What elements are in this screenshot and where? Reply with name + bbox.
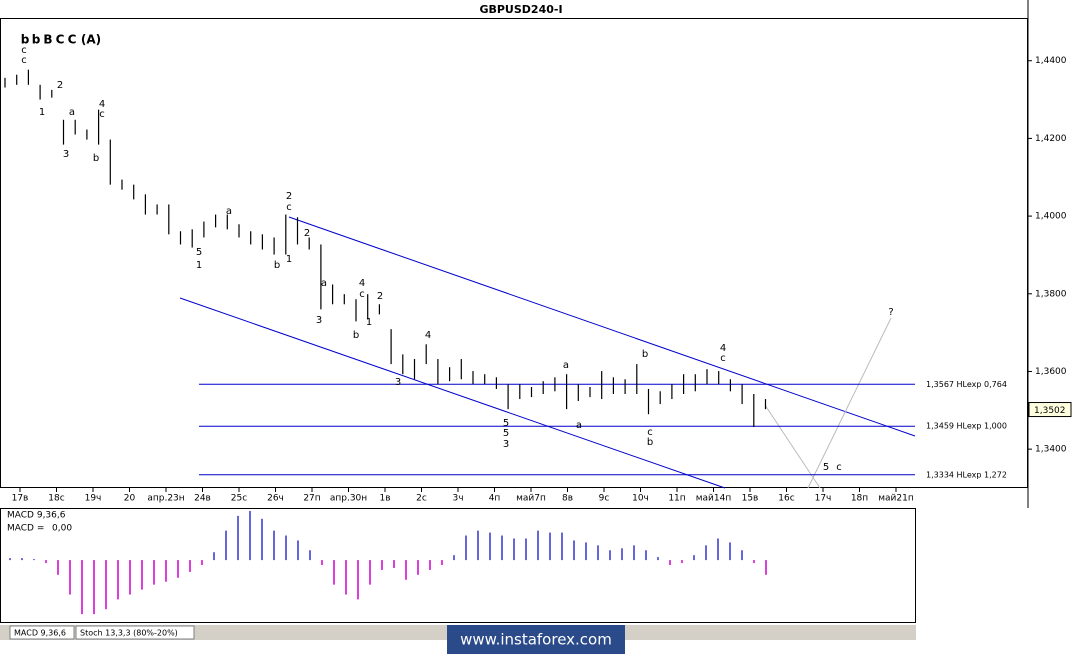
x-tick-label: май14п [696, 494, 732, 504]
wave-label: b [642, 349, 648, 360]
wave-label: c [647, 427, 653, 438]
y-tick-label: 1,3600 [1035, 367, 1067, 377]
wave-label: 2 [57, 80, 63, 91]
level-label: 1,3567 HLexp 0,764 [926, 380, 1007, 389]
wave-legend: B [43, 33, 52, 47]
x-tick-label: 25с [231, 494, 247, 504]
y-tick-label: 1,4000 [1035, 212, 1067, 222]
x-tick-label: 18п [851, 494, 868, 504]
channel-upper [288, 216, 916, 437]
x-tick-label: 10ч [632, 494, 649, 504]
wave-label: c [21, 55, 27, 66]
wave-legend: (A) [81, 33, 101, 47]
macd-readout: MACD = [7, 524, 44, 534]
wave-label: b [647, 437, 653, 448]
wave-label: c [720, 353, 726, 364]
wave-label: c [21, 45, 27, 56]
x-tick-label: май21п [878, 494, 914, 504]
wave-legend: C [68, 33, 77, 47]
projection-down [764, 404, 821, 489]
x-tick-label: 1в [379, 494, 390, 504]
wave-legend: b [21, 33, 30, 47]
x-tick-label: 17ч [815, 494, 832, 504]
x-tick-label: 19ч [85, 494, 102, 504]
wave-label: 4 [359, 278, 365, 289]
y-tick-label: 1,3800 [1035, 289, 1067, 299]
wave-label: 1 [366, 317, 372, 328]
wave-label: ? [888, 307, 893, 318]
x-tick-label: май7п [516, 494, 546, 504]
wave-label: b [93, 153, 99, 164]
wave-label: 4 [720, 343, 726, 354]
wave-label: 5 [823, 462, 829, 473]
macd-title: MACD 9,36,6 [7, 511, 66, 521]
x-tick-label: 9с [599, 494, 610, 504]
wave-label: c [359, 289, 365, 300]
x-tick-label: апр.23н [147, 494, 184, 504]
wave-label: a [563, 360, 569, 371]
indicator-tab-label[interactable]: MACD 9,36,6 [14, 629, 66, 638]
current-price-label: 1,3502 [1034, 406, 1066, 416]
wave-label: b [353, 330, 359, 341]
x-tick-label: 17в [12, 494, 29, 504]
x-tick-label: 16с [778, 494, 794, 504]
x-tick-label: 11п [668, 494, 685, 504]
level-label: 1,3459 HLexp 1,000 [926, 422, 1007, 431]
y-tick-label: 1,4200 [1035, 134, 1067, 144]
wave-label: a [226, 206, 232, 217]
wave-label: 1 [286, 254, 292, 265]
wave-legend: b [32, 33, 41, 47]
wave-label: c [286, 202, 292, 213]
y-tick-label: 1,3400 [1035, 445, 1067, 455]
wave-label: 3 [395, 377, 401, 388]
macd-readout-value: 0,00 [52, 524, 72, 534]
y-tick-label: 1,4400 [1035, 56, 1067, 66]
watermark-box [447, 625, 625, 654]
wave-label: 3 [503, 439, 509, 450]
x-tick-label: 4п [489, 494, 501, 504]
x-tick-label: 18с [48, 494, 64, 504]
wave-label: 5 [196, 247, 202, 258]
x-tick-label: 26ч [267, 494, 284, 504]
chart-layer: b b B C C (A)1,44001,42001,40001,38001,36001,… [4, 33, 1072, 640]
wave-label: a [321, 278, 327, 289]
x-tick-label: 15в [742, 494, 759, 504]
channel-lower [179, 297, 726, 489]
indicator-tab-label[interactable]: Stoch 13,3,3 (80%-20%) [80, 629, 178, 638]
wave-label: 5 [503, 418, 509, 429]
wave-label: 2 [377, 291, 383, 302]
wave-label: 4 [99, 99, 105, 110]
level-label: 1,3334 HLexp 1,272 [926, 470, 1007, 479]
wave-label: a [69, 107, 75, 118]
wave-legend: C [56, 33, 65, 47]
wave-label: 1 [39, 107, 45, 118]
x-tick-label: 27п [303, 494, 320, 504]
projection-up [807, 317, 892, 489]
wave-label: 3 [316, 315, 322, 326]
x-tick-label: 2с [416, 494, 427, 504]
macd-panel-frame [0, 508, 916, 623]
indicator-tab[interactable] [75, 625, 195, 640]
wave-label: 1 [196, 260, 202, 271]
x-tick-label: апр.30н [330, 494, 367, 504]
x-tick-label: 3ч [452, 494, 463, 504]
wave-label: c [836, 462, 842, 473]
x-tick-label: 24в [194, 494, 211, 504]
wave-label: 3 [63, 149, 69, 160]
x-tick-label: 8в [562, 494, 573, 504]
wave-label: b [274, 260, 280, 271]
wave-label: 2 [304, 228, 310, 239]
chart-title: GBPUSD240-I [479, 3, 562, 16]
wave-label: c [99, 109, 105, 120]
wave-label: a [576, 420, 582, 431]
wave-label: 2 [286, 191, 292, 202]
watermark: www.instaforex.com [460, 631, 612, 649]
current-price-box [1028, 402, 1072, 418]
wave-label: 5 [503, 428, 509, 439]
x-tick-label: 20 [124, 494, 136, 504]
wave-label: 4 [425, 330, 431, 341]
indicator-tab[interactable] [9, 625, 75, 640]
